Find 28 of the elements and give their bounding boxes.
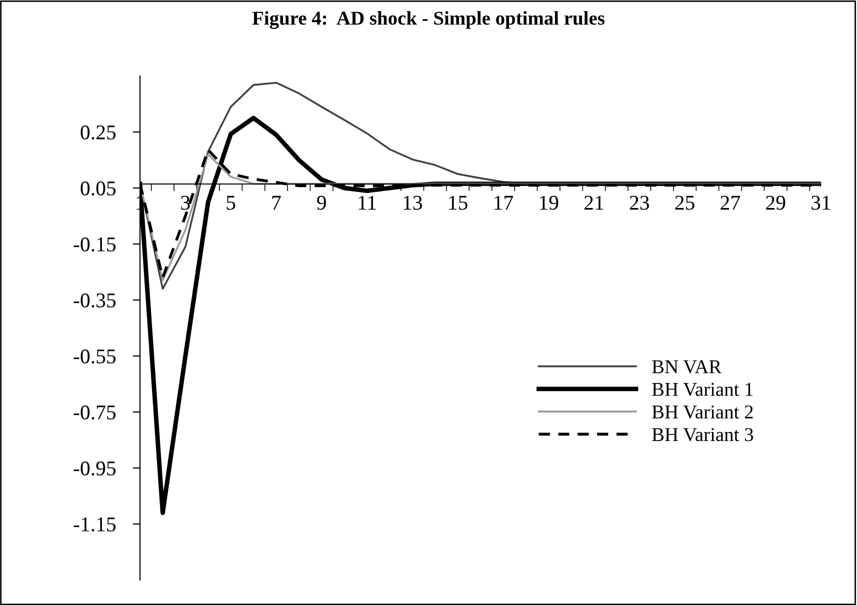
- x-tick-label: 13: [404, 196, 422, 210]
- y-tick-label: -0.95: [74, 461, 116, 476]
- y-tick-label: -0.55: [74, 349, 116, 364]
- x-tick-label: 9: [317, 196, 326, 210]
- x-tick-label: 23: [630, 196, 650, 210]
- x-tick-label: 3: [181, 196, 190, 210]
- x-tick-label: 29: [766, 196, 786, 210]
- x-tick-label: 31: [812, 196, 830, 210]
- legend-label: BH Variant 1: [652, 382, 753, 396]
- x-tick-label: 27: [720, 196, 740, 210]
- x-tick-label: 25: [675, 196, 694, 210]
- y-tick-label: -0.75: [74, 405, 116, 420]
- x-tick-label: 21: [584, 196, 604, 210]
- legend-label: BH Variant 3: [652, 428, 754, 442]
- y-tick-label: -0.35: [74, 293, 116, 308]
- legend-label: BH Variant 2: [652, 405, 753, 419]
- x-tick-label: 19: [540, 196, 558, 210]
- x-tick-label: 15: [449, 196, 468, 210]
- y-tick-label: 0.05: [80, 181, 116, 196]
- x-tick-label: 17: [494, 196, 514, 210]
- x-tick-label: 7: [272, 196, 281, 210]
- x-tick-label: 11: [358, 196, 376, 210]
- y-tick-label: -1.15: [74, 517, 116, 532]
- y-tick-label: -0.15: [74, 237, 116, 252]
- legend-label: BN VAR: [652, 360, 722, 374]
- y-tick-label: 0.25: [80, 125, 116, 140]
- chart-title: Figure 4: AD shock - Simple optimal rules: [252, 11, 604, 29]
- x-tick-label: 5: [226, 196, 236, 210]
